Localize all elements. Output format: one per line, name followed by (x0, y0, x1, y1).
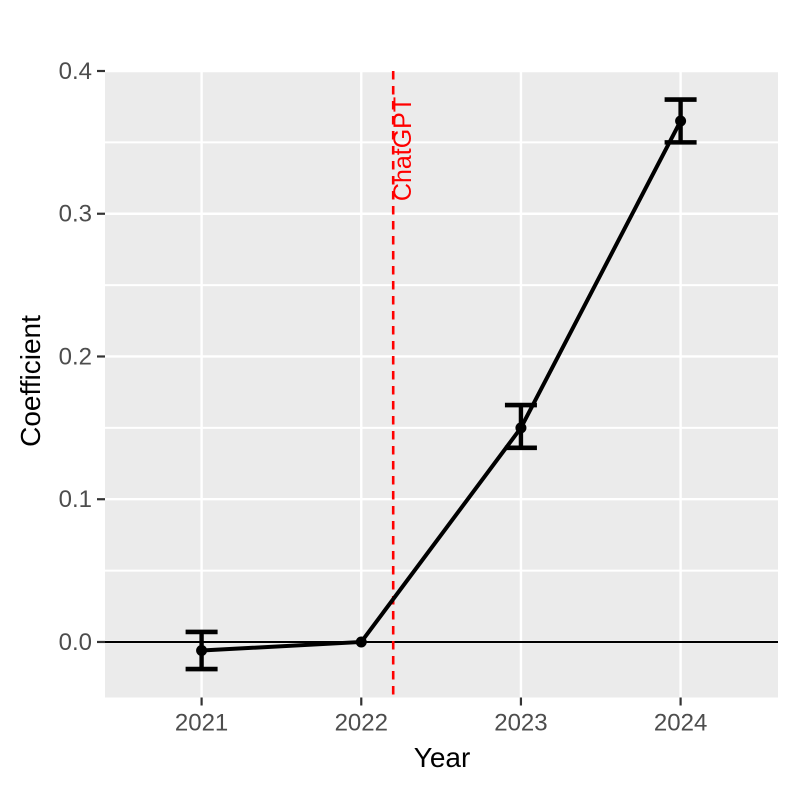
y-tick-label: 0.4 (59, 58, 92, 85)
data-point (196, 645, 208, 657)
y-tick-label: 0.1 (59, 486, 92, 513)
y-tick-label: 0.0 (59, 629, 92, 656)
chatgpt-label: ChatGPT (389, 97, 417, 201)
data-point (675, 115, 687, 127)
data-point (515, 422, 527, 434)
x-tick-label: 2021 (175, 710, 228, 737)
x-tick-label: 2024 (654, 710, 707, 737)
x-tick-label: 2022 (335, 710, 388, 737)
y-tick-label: 0.3 (59, 201, 92, 228)
plot-panel-background (105, 71, 778, 698)
x-axis-title: Year (413, 742, 471, 773)
data-point (355, 636, 367, 648)
y-tick-label: 0.2 (59, 343, 92, 370)
y-axis-title: Coefficient (15, 315, 46, 447)
x-tick-label: 2023 (494, 710, 547, 737)
trend-line (201, 120, 683, 653)
